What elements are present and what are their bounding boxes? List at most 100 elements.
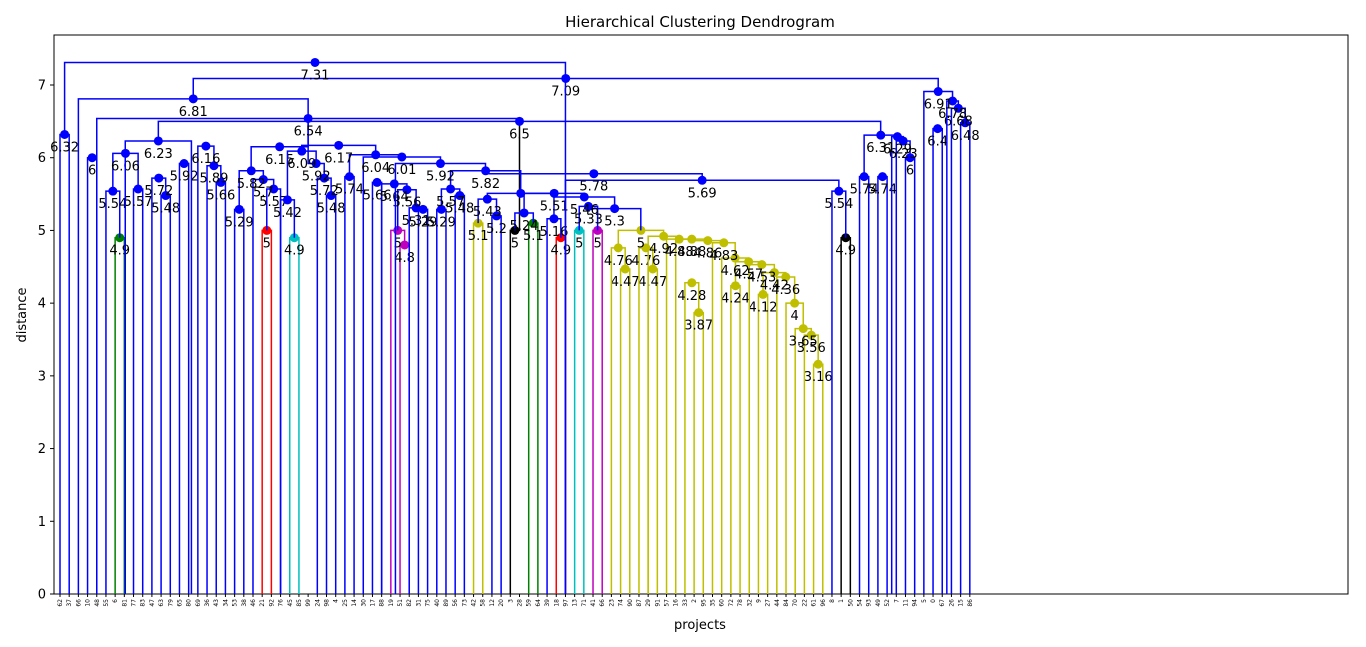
leaf-label-19: 53 xyxy=(232,599,239,607)
node-label-2: 4.9 xyxy=(284,244,305,259)
node-label-34: 4.9 xyxy=(835,244,856,259)
link-9 xyxy=(573,229,585,594)
link-2 xyxy=(289,236,300,594)
node-label-64: 5.57 xyxy=(436,195,465,210)
leaf-label-45: 42 xyxy=(471,599,478,607)
link-15 xyxy=(693,311,705,594)
chart-title: Hierarchical Clustering Dendrogram xyxy=(565,13,835,31)
link-38 xyxy=(132,188,144,594)
leaf-label-41: 40 xyxy=(434,599,441,607)
node-label-83: 5.74 xyxy=(850,183,879,198)
leaf-label-25: 45 xyxy=(287,599,294,607)
link-39 xyxy=(160,194,172,594)
y-tick-label-6: 6 xyxy=(38,151,46,166)
node-marker-98 xyxy=(310,57,320,67)
node-label-88: 6.31 xyxy=(866,141,895,156)
node-label-92: 6.4 xyxy=(927,135,948,150)
node-label-14: 4.76 xyxy=(631,254,660,269)
leaf-label-2: 66 xyxy=(75,599,82,607)
leaf-label-13: 65 xyxy=(176,599,183,607)
leaf-label-0: 62 xyxy=(57,599,64,607)
leaf-label-47: 12 xyxy=(489,599,496,607)
node-label-36: 6 xyxy=(88,164,96,179)
link-53 xyxy=(316,177,332,594)
leaf-label-94: 5 xyxy=(921,599,928,603)
node-marker-57 xyxy=(372,177,382,187)
node-label-8: 4.9 xyxy=(551,244,572,259)
node-label-28: 4.83 xyxy=(709,249,738,264)
leaf-label-75: 32 xyxy=(746,599,753,607)
node-marker-80 xyxy=(371,150,381,160)
node-label-62: 5.29 xyxy=(427,215,456,230)
node-label-15: 3.87 xyxy=(684,319,713,334)
leaf-label-48: 20 xyxy=(498,599,505,607)
node-label-56: 5.74 xyxy=(335,183,364,198)
leaf-label-89: 49 xyxy=(875,599,882,607)
node-marker-26 xyxy=(744,257,754,267)
link-12 xyxy=(610,247,626,594)
link-87 xyxy=(890,135,904,594)
link-27 xyxy=(720,257,750,594)
link-57 xyxy=(371,181,383,594)
leaf-label-97: 26 xyxy=(948,599,955,607)
node-label-21: 3.65 xyxy=(789,335,818,350)
leaf-label-82: 61 xyxy=(811,599,818,607)
node-marker-16 xyxy=(687,278,697,288)
y-tick-label-1: 1 xyxy=(38,515,46,530)
node-label-59: 5.31 xyxy=(402,214,431,229)
leaf-label-50: 28 xyxy=(517,599,524,607)
node-label-74: 5.82 xyxy=(471,177,500,192)
leaf-label-44: 73 xyxy=(461,599,468,607)
node-label-71: 5.46 xyxy=(570,203,599,218)
leaf-label-71: 35 xyxy=(709,599,716,607)
node-label-54: 5.92 xyxy=(302,170,331,185)
node-marker-40 xyxy=(154,173,164,183)
leaf-label-62: 90 xyxy=(627,599,634,607)
node-label-85: 6 xyxy=(906,164,914,179)
link-76 xyxy=(564,179,840,594)
leaf-label-67: 16 xyxy=(673,599,680,607)
leaf-label-9: 83 xyxy=(140,599,147,607)
node-marker-42 xyxy=(179,159,189,169)
link-62 xyxy=(436,208,447,594)
node-label-22: 4 xyxy=(790,309,798,324)
node-marker-45 xyxy=(201,141,211,151)
node-label-79: 6.01 xyxy=(387,163,416,178)
node-marker-37 xyxy=(108,186,118,196)
leaf-label-56: 13 xyxy=(572,599,579,607)
node-label-91: 6.81 xyxy=(179,105,208,120)
y-tick-label-4: 4 xyxy=(38,297,46,312)
node-label-4: 5 xyxy=(394,236,402,251)
leaf-label-23: 92 xyxy=(268,599,275,607)
node-label-67: 5.24 xyxy=(510,219,539,234)
node-marker-81 xyxy=(334,140,344,150)
leaf-label-52: 64 xyxy=(535,599,542,607)
link-10 xyxy=(592,229,603,594)
node-label-60: 5.56 xyxy=(392,196,421,211)
node-label-81: 6.17 xyxy=(324,151,353,166)
leaf-label-28: 24 xyxy=(314,599,321,607)
y-axis: 0 1 2 3 4 5 6 7 xyxy=(38,79,54,603)
node-label-9: 5 xyxy=(575,236,583,251)
node-label-95: 6.78 xyxy=(938,107,967,122)
node-label-75: 5.54 xyxy=(824,197,853,212)
leaf-label-31: 25 xyxy=(342,599,349,607)
node-label-70: 5.3 xyxy=(604,215,625,230)
leaf-label-40: 75 xyxy=(425,599,432,607)
node-label-55: 6.09 xyxy=(287,157,316,172)
link-14 xyxy=(638,247,654,594)
node-label-93: 6.48 xyxy=(951,129,980,144)
leaf-label-61: 74 xyxy=(618,599,625,607)
leaf-label-7: 81 xyxy=(121,599,128,607)
node-marker-32 xyxy=(659,231,669,241)
node-marker-92 xyxy=(933,124,943,134)
link-40 xyxy=(151,177,167,594)
node-label-58: 5.29 xyxy=(409,215,438,230)
node-label-30: 4.88 xyxy=(677,245,706,260)
leaf-label-35: 88 xyxy=(379,599,386,607)
leaf-label-24: 76 xyxy=(278,599,285,607)
leaf-label-64: 29 xyxy=(645,599,652,607)
leaf-label-18: 34 xyxy=(222,599,229,607)
leaf-label-10: 47 xyxy=(149,599,156,607)
leaf-label-54: 18 xyxy=(553,599,560,607)
